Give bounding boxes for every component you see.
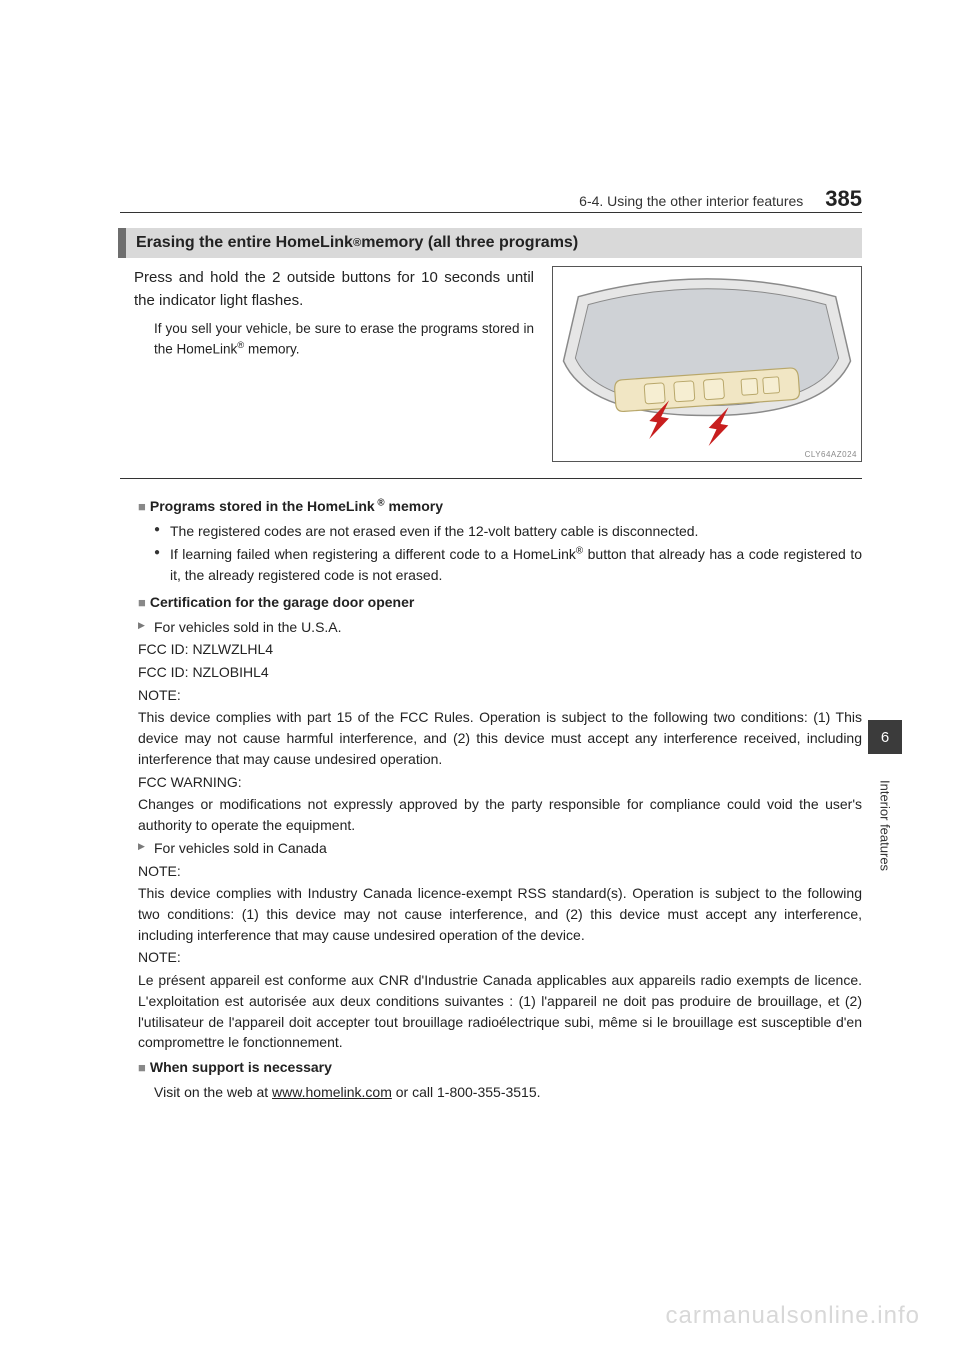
fcc-warning-body: Changes or modifications not expressly a… bbox=[138, 794, 862, 835]
fcc-id-line: FCC ID: NZLWZLHL4 bbox=[138, 639, 862, 660]
sub-instruction-post: memory. bbox=[244, 342, 299, 357]
fcc-warning-label: FCC WARNING: bbox=[138, 772, 862, 793]
note-heading-certification: ■ Certification for the garage door opene… bbox=[138, 592, 862, 613]
sub-item-canada: For vehicles sold in Canada bbox=[138, 838, 862, 859]
support-post: or call 1-800-355-3515. bbox=[392, 1084, 541, 1100]
sub-instruction-pre: If you sell your vehicle, be sure to era… bbox=[154, 321, 534, 357]
square-bullet-icon: ■ bbox=[138, 499, 146, 514]
top-content-row: Press and hold the 2 outside buttons for… bbox=[134, 266, 862, 462]
fcc-id-line: FCC ID: NZLOBIHL4 bbox=[138, 662, 862, 683]
bullet-list: The registered codes are not erased even… bbox=[138, 521, 862, 586]
note-heading-programs: ■ Programs stored in the HomeLink ® memor… bbox=[138, 496, 862, 517]
support-pre: Visit on the web at bbox=[154, 1084, 272, 1100]
note-label: NOTE: bbox=[138, 947, 862, 968]
mirror-illustration bbox=[553, 267, 861, 461]
note-body: This device complies with Industry Canad… bbox=[138, 883, 862, 945]
section-title-prefix: Erasing the entire HomeLink bbox=[136, 234, 353, 252]
registered-mark: ® bbox=[375, 497, 385, 508]
heading-text: Certification for the garage door opener bbox=[150, 594, 414, 610]
sub-item-usa: For vehicles sold in the U.S.A. bbox=[138, 617, 862, 638]
heading-text: memory bbox=[385, 498, 443, 514]
sub-instruction-paragraph: If you sell your vehicle, be sure to era… bbox=[134, 319, 534, 361]
bullet-text: If learning failed when registering a di… bbox=[170, 546, 576, 562]
square-bullet-icon: ■ bbox=[138, 1060, 146, 1075]
note-label: NOTE: bbox=[138, 685, 862, 706]
watermark: carmanualsonline.info bbox=[666, 1302, 920, 1330]
bullet-item: The registered codes are not erased even… bbox=[154, 521, 862, 542]
figure-code: CLY64AZ024 bbox=[805, 450, 857, 459]
mirror-figure: CLY64AZ024 bbox=[552, 266, 862, 462]
registered-mark: ® bbox=[353, 237, 361, 249]
section-title-bar: Erasing the entire HomeLink® memory (all… bbox=[118, 228, 862, 258]
note-heading-support: ■ When support is necessary bbox=[138, 1057, 862, 1078]
chapter-tab: 6 bbox=[868, 720, 902, 754]
page-number: 385 bbox=[825, 186, 862, 212]
header-rule bbox=[120, 212, 862, 213]
top-text-column: Press and hold the 2 outside buttons for… bbox=[134, 266, 534, 462]
chapter-number: 6 bbox=[881, 729, 889, 746]
note-body-fr: Le présent appareil est conforme aux CNR… bbox=[138, 970, 862, 1053]
notes-block: ■ Programs stored in the HomeLink ® memor… bbox=[138, 492, 862, 1104]
bullet-item: If learning failed when registering a di… bbox=[154, 544, 862, 585]
instruction-paragraph: Press and hold the 2 outside buttons for… bbox=[134, 266, 534, 313]
content-divider bbox=[120, 478, 862, 479]
square-bullet-icon: ■ bbox=[138, 595, 146, 610]
support-line: Visit on the web at www.homelink.com or … bbox=[138, 1082, 862, 1103]
page-header: 6-4. Using the other interior features 3… bbox=[120, 186, 862, 212]
heading-text: When support is necessary bbox=[150, 1059, 332, 1075]
section-title-suffix: memory (all three programs) bbox=[361, 234, 578, 252]
note-body: This device complies with part 15 of the… bbox=[138, 707, 862, 769]
support-link[interactable]: www.homelink.com bbox=[272, 1084, 392, 1100]
chapter-label: Interior features bbox=[868, 780, 902, 980]
section-path: 6-4. Using the other interior features bbox=[579, 193, 803, 209]
chapter-label-text: Interior features bbox=[878, 780, 893, 871]
heading-text: Programs stored in the HomeLink bbox=[150, 498, 375, 514]
manual-page: 6-4. Using the other interior features 3… bbox=[0, 0, 960, 1358]
note-label: NOTE: bbox=[138, 861, 862, 882]
